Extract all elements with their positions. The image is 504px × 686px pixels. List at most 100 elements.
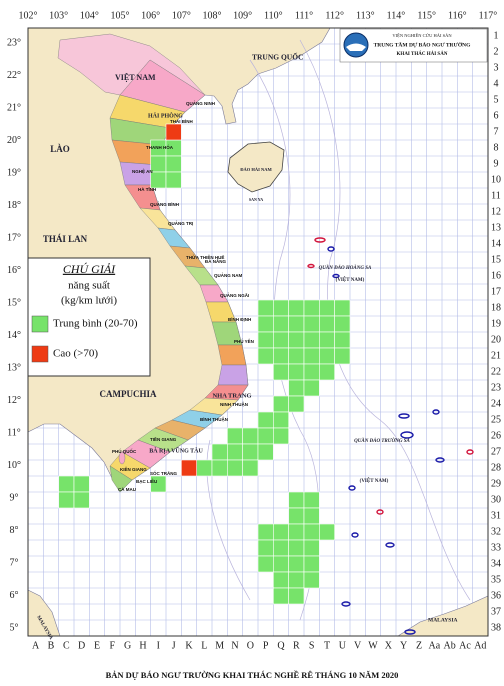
column-label: C: [63, 640, 70, 651]
fishing-cell: [288, 331, 305, 349]
island: [400, 431, 414, 439]
province: [217, 364, 249, 386]
latitude-label: 12°: [7, 395, 21, 406]
fishing-cell: [303, 523, 320, 541]
column-label: Ad: [474, 640, 486, 651]
fishing-cell: [288, 555, 305, 573]
longitude-label: 111°: [295, 10, 313, 21]
latitude-label: 14°: [7, 330, 21, 341]
row-label: 30: [491, 494, 501, 505]
row-label: 21: [491, 350, 501, 361]
longitude-label: 102°: [19, 10, 38, 21]
fishing-cell: [273, 523, 289, 541]
longitude-label: 110°: [264, 10, 283, 21]
longitude-label: 116°: [448, 10, 467, 21]
row-label: 16: [491, 270, 501, 281]
latitude-label: 13°: [7, 362, 21, 373]
longitude-label: 108°: [203, 10, 222, 21]
fishing-cell: [150, 171, 167, 189]
column-label: V: [354, 640, 362, 651]
fishing-cell: [303, 363, 320, 381]
fishing-cell: [288, 299, 305, 317]
column-label: E: [94, 640, 100, 651]
fishing-cell: [319, 523, 335, 541]
column-label: T: [324, 640, 330, 651]
fishing-cell: [303, 491, 320, 509]
column-label: B: [48, 640, 55, 651]
fishing-cell: [227, 459, 243, 477]
logo-ship: [346, 43, 366, 51]
fishing-cell: [73, 475, 90, 493]
fishing-cell: [303, 299, 320, 317]
fishing-cell: [288, 587, 305, 605]
province-label: PHÚ YÊN: [234, 337, 254, 344]
fishing-cell: [288, 347, 305, 365]
fishing-cell: [303, 571, 320, 589]
fishing-cell: [227, 443, 243, 461]
column-label: O: [247, 640, 254, 651]
longitude-label: 117°: [479, 10, 498, 21]
place-label: BÀ RỊA VŨNG TÀU: [149, 446, 203, 454]
island: [432, 409, 440, 415]
row-label: 10: [491, 174, 501, 185]
fishing-cell: [211, 459, 228, 477]
header: VIỆN NGHIÊN CỨU HẢI SẢN TRUNG TÂM DỰ BÁO…: [339, 28, 488, 63]
legend-box: [27, 257, 151, 377]
island: [385, 542, 395, 548]
map-title: BẢN DỰ BÁO NGƯ TRƯỜNG KHAI THÁC NGHỀ RÊ …: [106, 670, 399, 680]
place-label: NHA TRANG: [212, 392, 251, 399]
province-label: SÓC TRĂNG: [150, 469, 177, 476]
legend-title: CHÚ GIẢI: [63, 262, 116, 276]
place-label: HẢI PHÒNG: [148, 111, 183, 119]
column-label: S: [309, 640, 315, 651]
place-label: (VIỆT NAM): [336, 277, 365, 283]
fishing-cell: [150, 155, 167, 173]
place-label: VIỆT NAM: [115, 73, 156, 82]
column-label: D: [78, 640, 85, 651]
fishing-cell: [257, 315, 274, 333]
province-label: CÀ MAU: [118, 486, 136, 492]
province-label: THANH HÓA: [146, 143, 174, 150]
fishing-cell: [150, 475, 167, 493]
longitude-label: 114°: [387, 10, 406, 21]
longitude-label: 103°: [49, 10, 68, 21]
header-center: TRUNG TÂM DỰ BÁO NGƯ TRƯỜNG: [374, 40, 472, 48]
column-label: I: [157, 640, 160, 651]
row-label: 33: [491, 542, 501, 553]
latitude-label: 6°: [10, 590, 19, 601]
row-label: 27: [491, 446, 501, 457]
fishing-cell: [273, 411, 289, 429]
column-label: Ac: [459, 640, 471, 651]
row-label: 13: [491, 222, 501, 233]
row-label: 26: [491, 430, 501, 441]
province-label: QUẢNG BÌNH: [150, 200, 179, 207]
island: [351, 532, 359, 538]
legend-swatch: [31, 345, 49, 363]
province-label: BÌNH THUẬN: [200, 415, 228, 422]
column-label: W: [368, 640, 378, 651]
fishing-cell: [273, 315, 289, 333]
row-label: 18: [491, 302, 501, 313]
column-label: N: [231, 640, 238, 651]
island: [314, 237, 326, 243]
longitude-label: 106°: [141, 10, 160, 21]
island: [466, 449, 474, 455]
province: [109, 465, 133, 493]
row-label: 6: [494, 110, 499, 121]
island: [307, 263, 315, 269]
longitude-label: 109°: [233, 10, 252, 21]
fishing-cell: [273, 347, 289, 365]
column-label: G: [124, 640, 131, 651]
legend-label: Trung bình (20-70): [53, 318, 138, 330]
fishing-cell: [273, 587, 289, 605]
row-label: 1: [494, 30, 499, 41]
fishing-cell: [73, 491, 90, 509]
fishing-cell: [242, 443, 259, 461]
fishing-cell: [288, 539, 305, 557]
fishing-cell: [196, 459, 213, 477]
row-label: 17: [491, 286, 501, 297]
row-label: 37: [491, 606, 501, 617]
latitude-label: 20°: [7, 135, 21, 146]
fishing-cell: [257, 555, 274, 573]
